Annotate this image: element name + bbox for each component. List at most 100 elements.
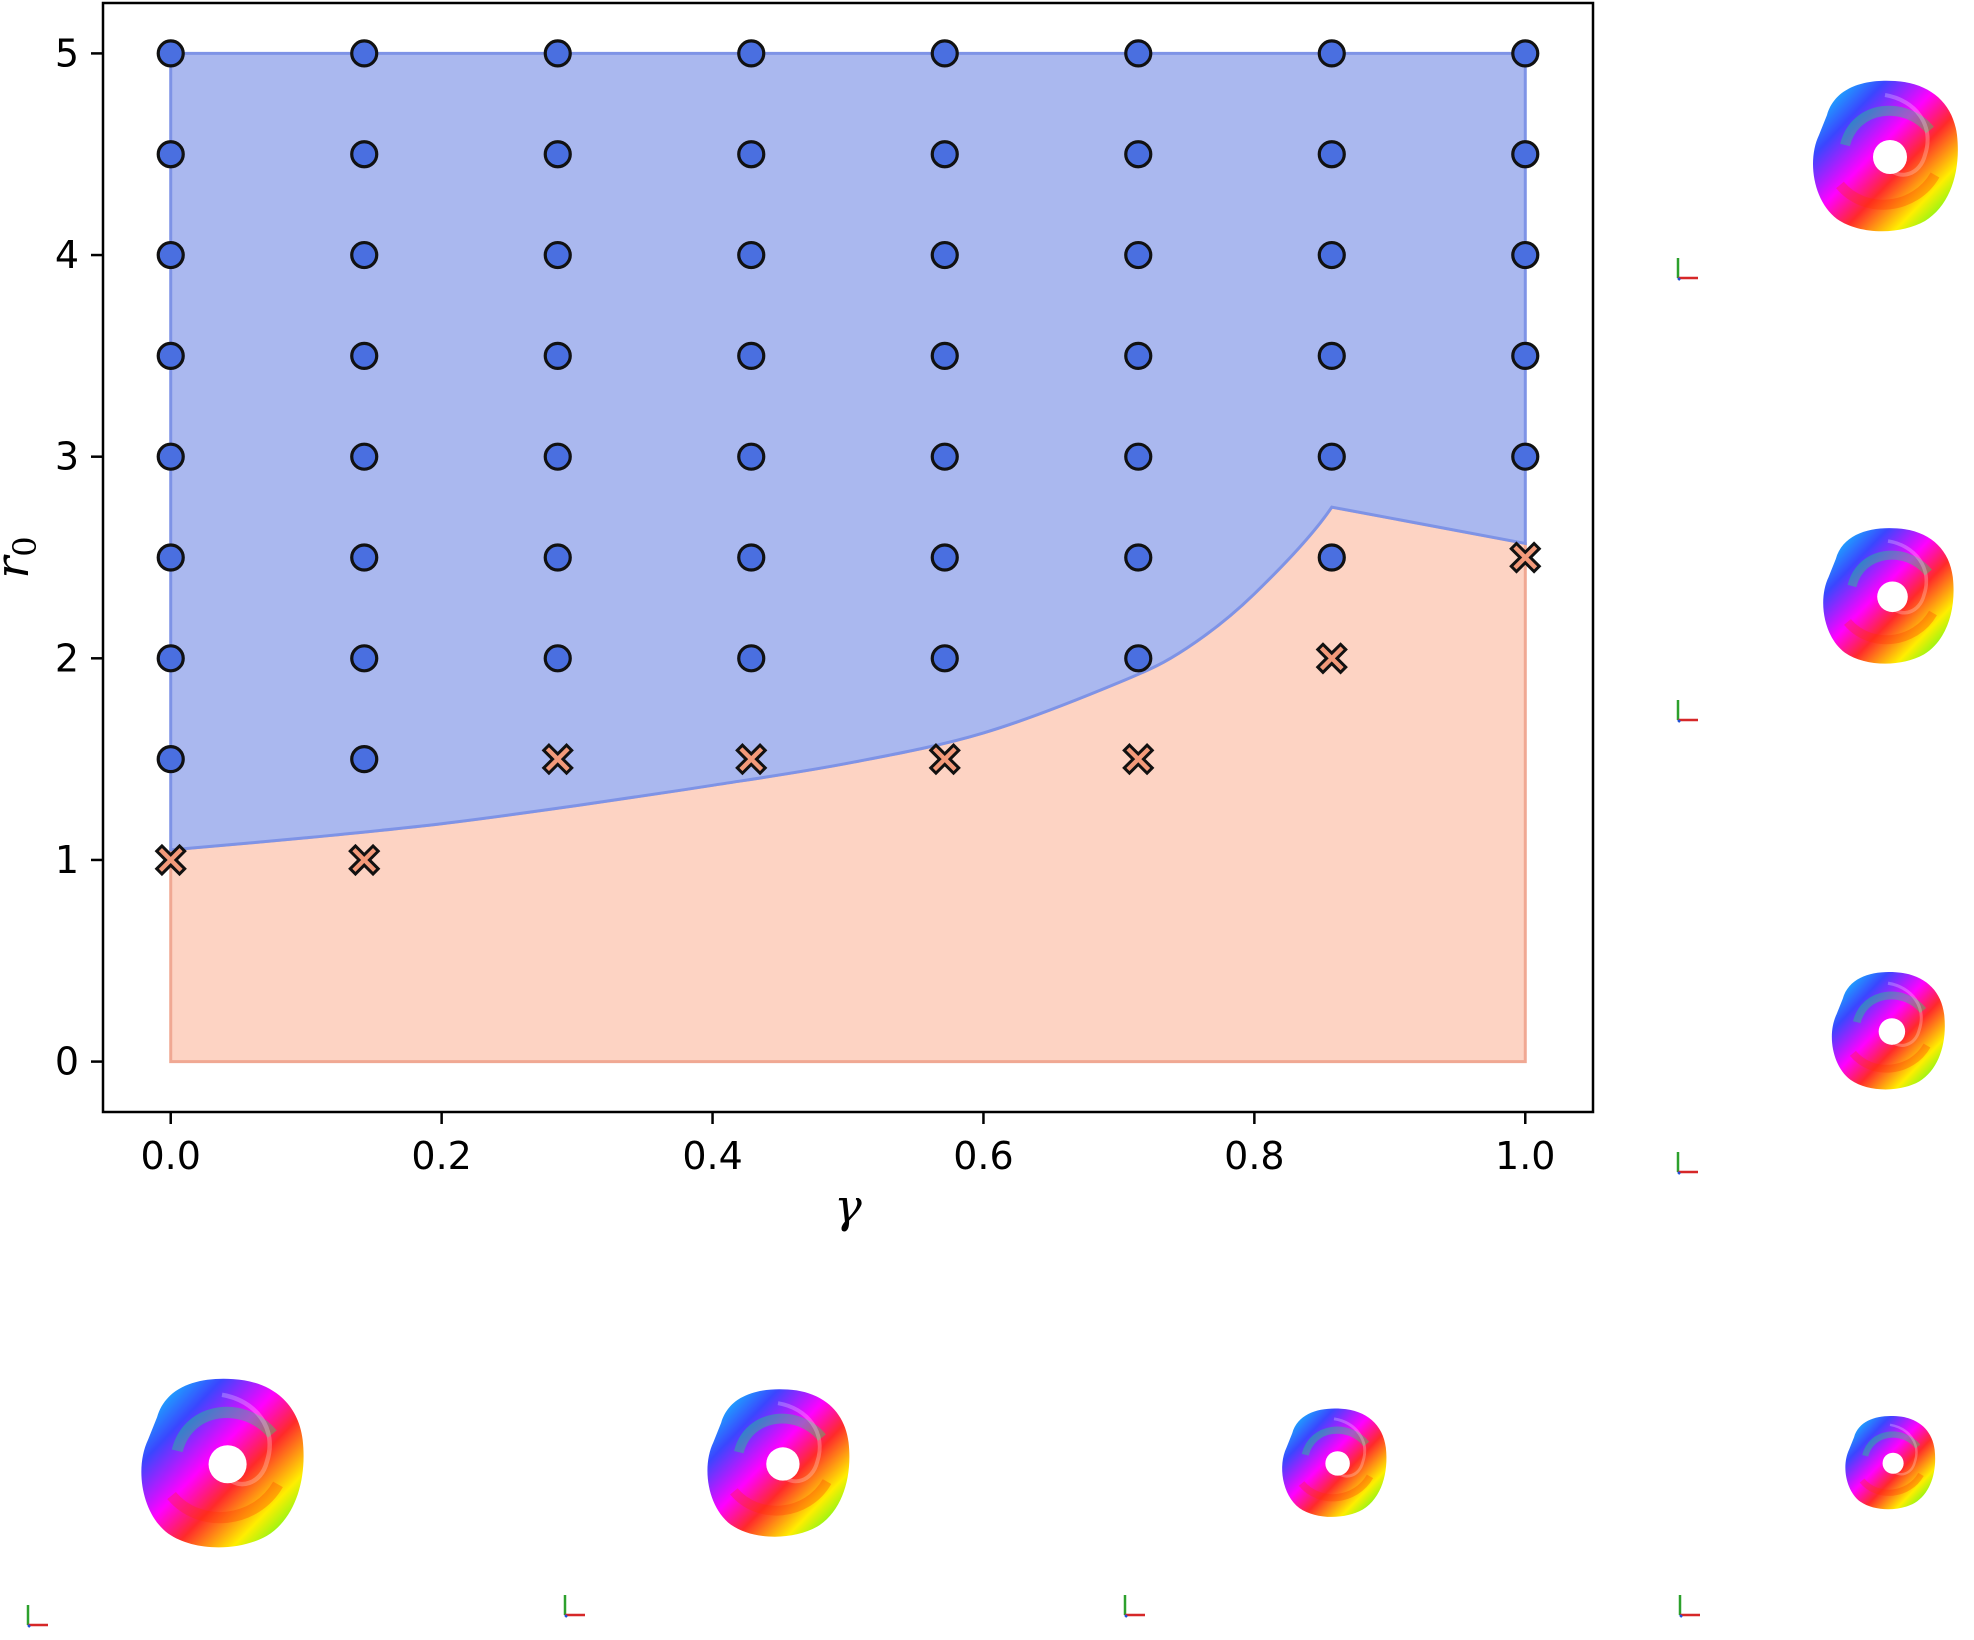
y-axis-label-main: r — [0, 554, 39, 579]
x-tick-label: 1.0 — [1495, 1134, 1555, 1178]
x-axis-ticks: 0.0 0.2 0.4 0.6 0.8 1.0 — [141, 1112, 1555, 1178]
unstable-point-marker — [348, 843, 381, 877]
axis-triad-icon — [1676, 1152, 1698, 1175]
x-tick-label: 0.4 — [682, 1134, 742, 1178]
stable-point-marker — [1317, 240, 1346, 270]
vortex-ring-thumbnail — [1282, 1408, 1387, 1517]
x-tick-label: 0.8 — [1224, 1134, 1284, 1178]
stable-point-marker — [156, 341, 185, 370]
unstable-point-marker — [154, 843, 187, 877]
y-tick-label: 5 — [55, 31, 79, 75]
stable-point-marker — [350, 140, 379, 169]
axis-triad-icon — [1676, 258, 1698, 281]
stable-point-marker — [156, 442, 185, 471]
y-axis-label: r0 — [0, 536, 44, 578]
stable-point-marker — [1124, 644, 1153, 673]
stable-point-marker — [156, 240, 185, 270]
stable-point-marker — [1124, 140, 1153, 169]
stable-point-marker — [1124, 341, 1153, 370]
unstable-point-marker — [735, 743, 768, 776]
vortex-ring-thumbnail — [1823, 528, 1954, 664]
unstable-point-marker — [1315, 642, 1348, 675]
stable-point-marker — [1317, 140, 1346, 169]
vortex-ring-thumbnail — [1831, 972, 1945, 1090]
y-tick-label: 4 — [55, 233, 79, 277]
unstable-point-marker — [1509, 541, 1542, 574]
stable-point-marker — [1124, 240, 1153, 270]
stable-point-marker — [1511, 442, 1540, 471]
y-tick-label: 0 — [55, 1040, 79, 1084]
stable-point-marker — [1511, 341, 1540, 370]
stable-point-marker — [156, 140, 185, 169]
stable-point-marker — [350, 240, 379, 270]
stable-point-marker — [543, 240, 572, 270]
stable-point-marker — [350, 644, 379, 673]
stable-point-marker — [1511, 240, 1540, 270]
stable-point-marker — [737, 140, 766, 169]
stable-point-marker — [737, 341, 766, 370]
vortex-ring-thumbnail — [1813, 80, 1958, 232]
stable-point-marker — [1317, 543, 1346, 572]
vortex-thumbnails — [26, 80, 1958, 1628]
unstable-point-marker — [928, 743, 961, 776]
stable-point-marker — [930, 341, 959, 370]
stable-point-marker — [1511, 39, 1540, 68]
vortex-ring-thumbnail — [1845, 1415, 1936, 1510]
stable-point-marker — [156, 39, 185, 68]
stable-region — [169, 51, 1527, 852]
stable-point-marker — [156, 644, 185, 673]
vortex-ring-thumbnail — [707, 1389, 850, 1537]
stable-point-marker — [930, 442, 959, 471]
stable-point-marker — [1124, 39, 1153, 68]
stable-point-marker — [543, 341, 572, 370]
axes-frame — [101, 1, 1595, 1114]
stable-point-marker — [543, 442, 572, 471]
stable-point-marker — [350, 543, 379, 572]
stable-point-marker — [543, 644, 572, 673]
stable-point-marker — [737, 644, 766, 673]
stable-point-marker — [1317, 442, 1346, 471]
stable-point-marker — [156, 745, 185, 774]
stable-point-marker — [1511, 140, 1540, 169]
stable-point-marker — [737, 39, 766, 68]
y-tick-label: 3 — [55, 435, 79, 479]
x-tick-label: 0.0 — [141, 1134, 201, 1178]
x-axis-label: γ — [834, 1179, 862, 1233]
stable-point-marker — [543, 543, 572, 572]
unstable-point-marker — [541, 743, 574, 776]
stable-point-marker — [737, 543, 766, 572]
stable-point-marker — [1124, 543, 1153, 572]
axis-triad-icon — [1678, 1595, 1700, 1618]
stable-point-marker — [737, 240, 766, 270]
stable-point-marker — [930, 543, 959, 572]
x-tick-label: 0.2 — [411, 1134, 471, 1178]
x-tick-label: 0.6 — [953, 1134, 1013, 1178]
stable-point-marker — [737, 442, 766, 471]
axis-triad-icon — [1676, 700, 1698, 723]
axis-triad-icon — [1123, 1595, 1145, 1618]
stable-point-marker — [543, 140, 572, 169]
stable-point-marker — [1317, 341, 1346, 370]
stable-point-marker — [930, 140, 959, 169]
stable-point-marker — [350, 442, 379, 471]
svg-text:r0: r0 — [0, 536, 44, 578]
y-tick-label: 1 — [55, 838, 79, 882]
y-axis-label-subscript: 0 — [6, 536, 44, 556]
stable-point-marker — [350, 745, 379, 774]
stable-point-marker — [930, 39, 959, 68]
vortex-ring-thumbnail — [141, 1378, 304, 1548]
data-markers — [154, 39, 1542, 877]
stable-point-marker — [156, 543, 185, 572]
stable-point-marker — [350, 39, 379, 68]
stable-point-marker — [543, 39, 572, 68]
y-tick-label: 2 — [55, 636, 79, 680]
stable-point-marker — [930, 240, 959, 270]
stable-point-marker — [350, 341, 379, 370]
stable-point-marker — [1124, 442, 1153, 471]
unstable-point-marker — [1122, 743, 1155, 776]
axis-triad-icon — [26, 1605, 48, 1628]
y-axis-ticks: 0 1 2 3 4 5 — [55, 31, 103, 1084]
axis-triad-icon — [563, 1595, 585, 1618]
